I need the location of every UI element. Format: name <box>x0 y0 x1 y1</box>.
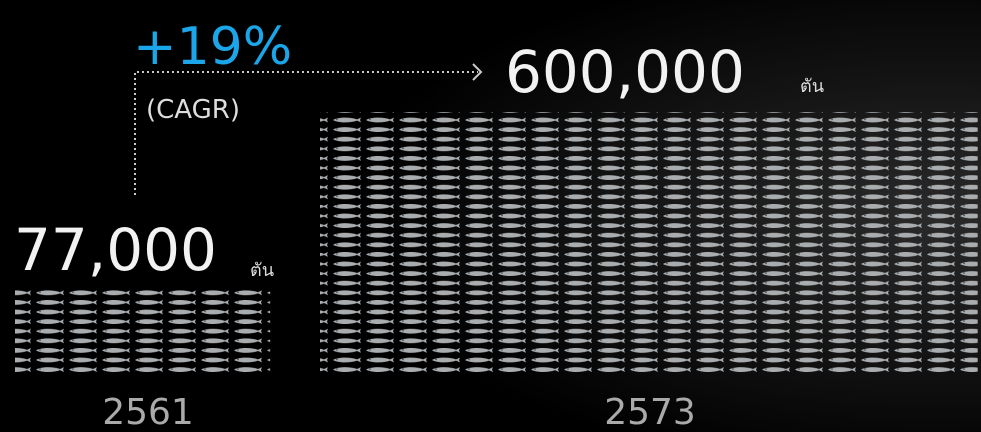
growth-connector <box>134 71 478 195</box>
category-label: 2573 <box>604 392 696 432</box>
value-label: 600,000 <box>505 38 745 106</box>
unit-label: ตัน <box>250 260 274 281</box>
category-label: 2561 <box>102 392 194 432</box>
pictogram-block <box>15 286 271 372</box>
arrow-head <box>472 63 483 81</box>
value-label: 77,000 <box>14 216 217 284</box>
pictogram-block <box>320 112 978 372</box>
cagr-note: (CAGR) <box>146 95 240 125</box>
unit-label: ตัน <box>800 76 824 97</box>
cagr-value: +19% <box>133 17 292 77</box>
